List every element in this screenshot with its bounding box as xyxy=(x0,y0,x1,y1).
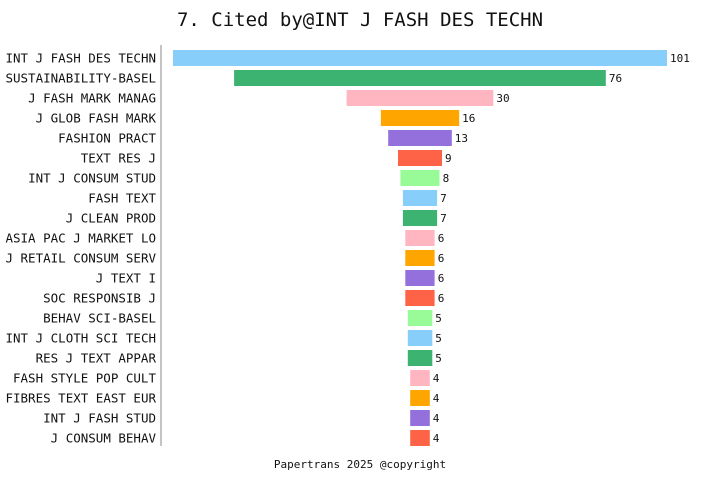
bar xyxy=(234,70,606,86)
category-tick-label: J TEXT I xyxy=(96,271,156,286)
data-label: 5 xyxy=(435,312,442,325)
data-label: 8 xyxy=(443,172,450,185)
category-tick-label: J GLOB FASH MARK xyxy=(36,111,157,126)
category-tick-label: J RETAIL CONSUM SERV xyxy=(5,251,156,266)
bar xyxy=(398,150,442,166)
copyright-footer: Papertrans 2025 @copyright xyxy=(273,458,447,471)
category-tick-label: SUSTAINABILITY-BASEL xyxy=(5,71,156,86)
category-tick-label: FIBRES TEXT EAST EUR xyxy=(5,391,156,406)
bar xyxy=(405,290,435,306)
data-label: 76 xyxy=(609,72,622,85)
bar xyxy=(405,270,435,286)
category-tick-label: BEHAV SCI-BASEL xyxy=(43,311,156,326)
bar xyxy=(402,190,438,206)
data-label: 6 xyxy=(438,272,445,285)
category-tick-label: INT J FASH DES TECHN xyxy=(5,51,156,66)
data-label: 6 xyxy=(438,252,445,265)
bar xyxy=(346,90,494,106)
data-label: 101 xyxy=(670,52,690,65)
bar xyxy=(405,250,435,266)
category-tick-label: INT J FASH STUD xyxy=(43,411,156,426)
chart-title: 7. Cited by@INT J FASH DES TECHN xyxy=(176,9,544,31)
bar xyxy=(405,230,435,246)
data-label: 4 xyxy=(433,392,440,405)
data-label: 30 xyxy=(496,92,509,105)
category-tick-label: INT J CONSUM STUD xyxy=(28,171,156,186)
category-tick-label: RES J TEXT APPAR xyxy=(36,351,157,366)
bar xyxy=(388,130,452,146)
bar xyxy=(410,390,430,406)
data-label: 13 xyxy=(455,132,468,145)
bar xyxy=(407,330,433,346)
category-tick-label: ASIA PAC J MARKET LO xyxy=(5,231,156,246)
category-tick-label: SOC RESPONSIB J xyxy=(43,291,156,306)
data-label: 4 xyxy=(433,412,440,425)
data-label: 7 xyxy=(440,212,447,225)
bar xyxy=(410,410,430,426)
category-tick-label: FASHION PRACT xyxy=(58,131,156,146)
data-label: 5 xyxy=(435,352,442,365)
bar xyxy=(407,350,433,366)
bar xyxy=(402,210,438,226)
category-tick-label: TEXT RES J xyxy=(81,151,156,166)
data-label: 4 xyxy=(433,372,440,385)
category-tick-label: FASH TEXT xyxy=(88,191,156,206)
bar xyxy=(400,170,440,186)
bar xyxy=(410,370,430,386)
data-label: 6 xyxy=(438,232,445,245)
data-label: 16 xyxy=(462,112,475,125)
data-label: 4 xyxy=(433,432,440,445)
category-tick-label: J FASH MARK MANAG xyxy=(28,91,156,106)
category-tick-label: FASH STYLE POP CULT xyxy=(13,371,156,386)
bar xyxy=(410,430,430,446)
bar xyxy=(173,50,667,66)
category-tick-label: INT J CLOTH SCI TECH xyxy=(5,331,156,346)
bar xyxy=(380,110,460,126)
data-label: 9 xyxy=(445,152,452,165)
data-label: 7 xyxy=(440,192,447,205)
data-label: 6 xyxy=(438,292,445,305)
category-tick-label: J CONSUM BEHAV xyxy=(51,431,157,446)
bar xyxy=(407,310,433,326)
category-tick-label: J CLEAN PROD xyxy=(66,211,156,226)
data-label: 5 xyxy=(435,332,442,345)
